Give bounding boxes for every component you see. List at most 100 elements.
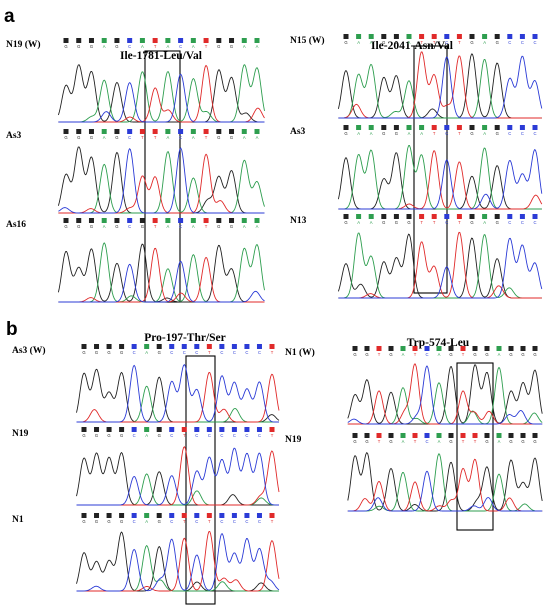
base-call-letter: G (82, 433, 85, 438)
base-call-letter: G (382, 131, 385, 136)
base-call-marker (469, 125, 475, 130)
trace-C (76, 447, 279, 506)
base-call-marker (508, 346, 514, 351)
mutation-site-box (456, 362, 494, 531)
base-call-marker (244, 427, 250, 432)
base-call-letter: G (496, 40, 499, 45)
base-call-marker (131, 427, 137, 432)
trace-T (338, 231, 542, 299)
base-call-marker (419, 214, 425, 219)
base-call-marker (63, 218, 69, 223)
base-call-marker (269, 513, 275, 518)
base-call-marker (343, 214, 349, 219)
base-call-marker (448, 346, 454, 351)
base-call-marker (81, 344, 87, 349)
base-call-letter: T (474, 439, 477, 444)
trace-A (338, 232, 542, 299)
base-call-marker (254, 218, 260, 223)
base-call-letter: C (179, 44, 182, 49)
trace-T (58, 64, 265, 123)
base-call-marker (63, 129, 69, 134)
trace-G (337, 152, 542, 210)
base-call-letter: G (141, 224, 144, 229)
base-call-marker (343, 125, 349, 130)
base-call-letter: G (470, 220, 473, 225)
base-call-letter: G (90, 135, 93, 140)
base-call-marker (381, 34, 387, 39)
base-call-marker (460, 346, 466, 351)
base-call-marker (482, 125, 488, 130)
base-call-letter: A (166, 44, 169, 49)
base-call-marker (519, 125, 525, 130)
base-call-marker (194, 513, 200, 518)
base-call-marker (144, 513, 150, 518)
base-call-letter: A (103, 135, 106, 140)
base-call-marker (88, 218, 94, 223)
base-call-marker (406, 125, 412, 130)
base-call-marker (156, 344, 162, 349)
base-call-marker (231, 427, 237, 432)
base-call-letter: C (170, 519, 173, 524)
base-call-letter: A (256, 135, 259, 140)
base-call-marker (106, 427, 112, 432)
base-call-marker (216, 129, 222, 134)
base-call-marker (106, 344, 112, 349)
base-call-marker (181, 513, 187, 518)
base-call-letter: G (217, 44, 220, 49)
base-call-marker (393, 214, 399, 219)
base-call-marker (229, 129, 235, 134)
base-call-letter: C (508, 40, 511, 45)
base-call-marker (424, 433, 430, 438)
base-call-letter: G (77, 44, 80, 49)
base-call-marker (219, 427, 225, 432)
base-call-marker (203, 38, 209, 43)
sample-row: As3 (W) G G G G C A G C C C T C C C C T (12, 344, 280, 423)
base-call-letter: G (353, 439, 356, 444)
base-call-marker (368, 34, 374, 39)
base-call-marker (406, 34, 412, 39)
base-call-letter: G (120, 433, 123, 438)
base-call-letter: T (154, 135, 157, 140)
base-call-marker (156, 513, 162, 518)
base-call-letter: A (498, 352, 501, 357)
sample-row: N19 (W) G G G A G C A T A C A T G G A A (6, 38, 265, 123)
base-call-letter: C (445, 40, 448, 45)
base-call-marker (472, 433, 478, 438)
base-call-letter: T (205, 135, 208, 140)
base-call-marker (532, 433, 538, 438)
base-call-marker (484, 346, 490, 351)
base-call-marker (256, 344, 262, 349)
base-call-letter: A (145, 519, 148, 524)
base-call-marker (482, 214, 488, 219)
base-call-marker (532, 125, 538, 130)
base-call-letter: A (408, 40, 411, 45)
base-call-marker (256, 427, 262, 432)
trace-C (338, 55, 543, 119)
base-call-letter: G (77, 135, 80, 140)
base-call-letter: A (243, 135, 246, 140)
base-call-marker (494, 214, 500, 219)
base-call-letter: G (90, 44, 93, 49)
base-call-marker (494, 34, 500, 39)
base-call-marker (412, 346, 418, 351)
base-call-marker (482, 34, 488, 39)
base-call-marker (356, 125, 362, 130)
base-call-letter: T (271, 433, 274, 438)
base-call-letter: A (370, 40, 373, 45)
base-call-marker (169, 344, 175, 349)
panel-title: Ile-2041-Asn/Val (371, 40, 453, 52)
base-call-marker (431, 34, 437, 39)
base-call-letter: A (103, 224, 106, 229)
base-call-letter: G (82, 519, 85, 524)
base-call-marker (178, 218, 184, 223)
base-call-letter: G (521, 352, 524, 357)
trace-T (347, 458, 543, 512)
base-call-letter: G (107, 433, 110, 438)
base-call-letter: C (258, 433, 261, 438)
base-call-marker (269, 427, 275, 432)
base-call-letter: G (521, 439, 524, 444)
base-call-letter: T (205, 224, 208, 229)
base-call-marker (127, 218, 133, 223)
base-call-letter: G (344, 40, 347, 45)
base-call-letter: C (220, 350, 223, 355)
